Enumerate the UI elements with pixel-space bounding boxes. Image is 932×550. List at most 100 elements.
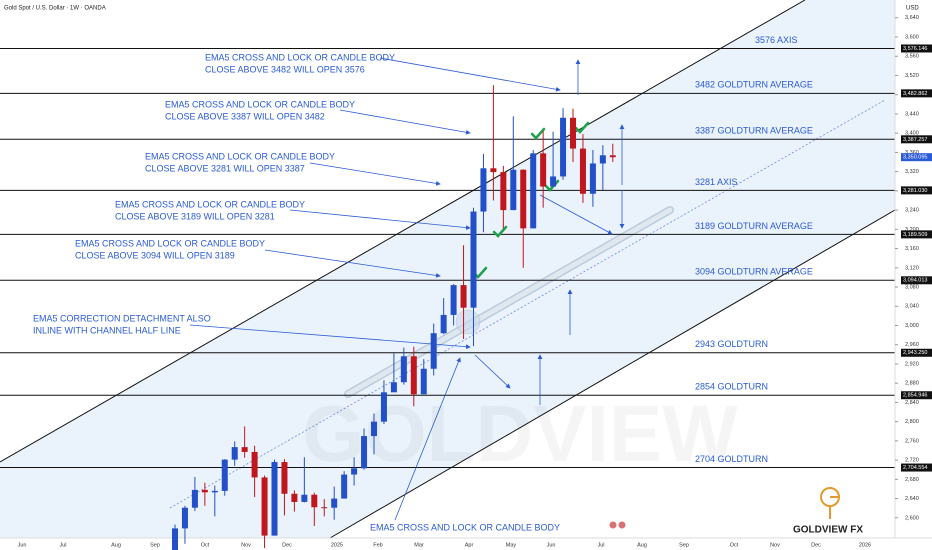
x-tick-label: 2026 (859, 542, 871, 548)
candle-body (181, 507, 188, 529)
candle-body (172, 528, 178, 550)
annotation: EMA5 CROSS AND LOCK OR CANDLE BODY (115, 199, 305, 209)
x-tick-label: Oct (730, 542, 739, 548)
candle-body (540, 153, 547, 187)
x-tick-label: Aug (111, 542, 121, 548)
level-tag-label: 3,189.509 (903, 232, 927, 238)
x-tick-label: Jul (59, 542, 66, 548)
level-tag-label: 3,387.257 (903, 137, 927, 143)
candle-body (201, 489, 208, 493)
annotation: CLOSE ABOVE 3094 WILL OPEN 3189 (75, 250, 235, 260)
y-tick-label: 2,600 (905, 515, 919, 521)
arrow (379, 57, 561, 92)
y-tick-label: 3,000 (905, 323, 919, 329)
candle-body (361, 436, 368, 469)
y-tick-label: 3,240 (905, 208, 919, 214)
candle-body (271, 462, 278, 536)
candle-body (211, 490, 218, 493)
y-tick-label: 2,720 (905, 458, 919, 464)
channel-mid (169, 99, 886, 509)
x-tick-label: Dec (811, 542, 821, 548)
x-tick-label: Mar (414, 542, 424, 548)
y-tick-label: 2,640 (905, 496, 919, 502)
candle-body (589, 163, 596, 194)
arrow (309, 162, 441, 186)
candle-body (609, 155, 616, 158)
channel-upper (0, 0, 806, 463)
candle-body (490, 168, 497, 173)
candle-body (480, 168, 487, 212)
x-tick-label: Nov (770, 542, 780, 548)
candle-body (520, 169, 527, 229)
logo: GOLDVIEW FX (793, 487, 863, 536)
y-tick-label: 3,200 (905, 227, 919, 233)
level-tag-label: 3,094.013 (903, 278, 927, 284)
level-tag (901, 44, 932, 53)
arrow (189, 324, 471, 350)
arrows (189, 57, 625, 521)
candle-body (221, 459, 228, 491)
candle-body (331, 498, 338, 508)
price-tag-label: 3,350.095 (903, 155, 927, 161)
annotation: EMA5 CORRECTION DETACHMENT ALSO (33, 313, 211, 323)
candle-body (550, 176, 557, 187)
y-tick-label: 2,800 (905, 419, 919, 425)
y-tick-label: 3,320 (905, 169, 919, 175)
level-tag-label: 2,854.946 (903, 393, 927, 399)
candle-body (440, 314, 447, 334)
annotation: EMA5 CROSS AND LOCK OR CANDLE BODY (205, 52, 395, 62)
annotation: CLOSE ABOVE 3387 WILL OPEN 3482 (165, 111, 325, 121)
candle-body (371, 421, 377, 437)
y-tick-label: 2,680 (905, 477, 919, 483)
arrow (394, 357, 461, 521)
currency: USD (906, 6, 919, 12)
level-label: 2704 GOLDTURN (695, 454, 768, 464)
candle-body (420, 368, 427, 395)
y-tick-label: 3,520 (905, 73, 919, 79)
price-tag (901, 153, 932, 162)
candle-body (291, 493, 298, 502)
candle-body (570, 117, 576, 149)
channel-fill (0, 0, 895, 538)
x-tick-label: Dec (282, 542, 292, 548)
arrow (539, 194, 613, 235)
y-tick-label: 3,360 (905, 150, 919, 156)
level-tag-label: 2,704.554 (903, 465, 927, 471)
candle-body (351, 468, 358, 475)
level-label: 2854 GOLDTURN (695, 382, 768, 392)
y-tick-label: 3,600 (905, 34, 919, 40)
annotation: EMA5 CROSS AND LOCK OR CANDLE BODY (165, 99, 355, 109)
y-tick-label: 3,440 (905, 111, 919, 117)
watermark: GOLDVIEW (302, 389, 738, 478)
level-tag (901, 463, 932, 472)
x-tick-label: Apr (465, 542, 474, 548)
highlight-circle (455, 309, 481, 335)
logo-text: GOLDVIEW FX (793, 525, 863, 536)
x-tick-label: Oct (201, 542, 210, 548)
candle-body (450, 285, 457, 315)
level-label: 3189 GOLDTURN AVERAGE (695, 221, 813, 231)
level-tag (901, 186, 932, 195)
level-tag-label: 3,281.030 (903, 188, 927, 194)
candle-body (500, 172, 507, 211)
y-tick-label: 2,880 (905, 381, 919, 387)
y-tick-label: 2,760 (905, 438, 919, 444)
level-tag (901, 230, 932, 239)
candle-body (191, 489, 198, 508)
candle-body (251, 451, 258, 478)
flag-icon (618, 521, 626, 529)
candle-body (530, 153, 537, 229)
y-tick-label: 3,400 (905, 131, 919, 137)
level-tag (901, 89, 932, 98)
arrow (289, 209, 471, 230)
y-tick-label: 3,120 (905, 265, 919, 271)
annotation: EMA5 CROSS AND LOCK OR CANDLE BODY (370, 522, 560, 532)
candle-body (341, 474, 348, 499)
x-tick-label: Jun (547, 542, 556, 548)
annotation: EMA5 CROSS AND LOCK OR CANDLE BODY (75, 238, 265, 248)
x-tick-label: Nov (241, 542, 251, 548)
y-tick-label: 2,840 (905, 400, 919, 406)
candle-body (301, 494, 308, 502)
x-tick-label: Sep (679, 542, 689, 548)
